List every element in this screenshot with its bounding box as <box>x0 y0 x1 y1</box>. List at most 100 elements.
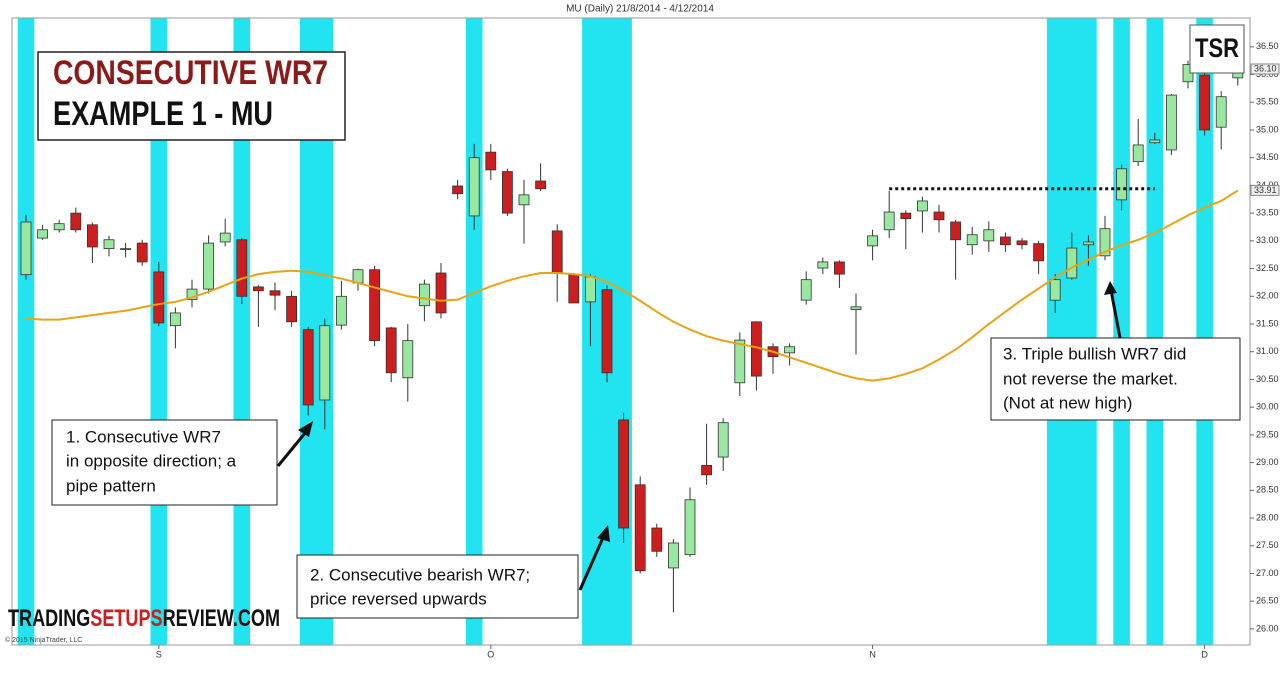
candle-body <box>153 271 165 324</box>
x-tick-label: S <box>156 649 162 659</box>
candle-body <box>1099 228 1111 257</box>
candle-body <box>1033 243 1044 262</box>
y-tick-label: 28.00 <box>1256 512 1279 522</box>
candle-body <box>269 290 281 296</box>
candle-body <box>1049 279 1061 301</box>
candle-body <box>1083 241 1094 246</box>
candle-body <box>518 194 530 206</box>
candle-body <box>136 242 148 263</box>
y-tick-label: 36.50 <box>1256 41 1279 51</box>
logo-text: TSR <box>1195 33 1239 63</box>
candle-body <box>784 346 795 354</box>
annotation: 2. Consecutive bearish WR7; price revers… <box>296 525 610 619</box>
y-tick-label: 30.00 <box>1256 402 1279 412</box>
y-tick-label: 26.00 <box>1256 623 1279 633</box>
candle-body <box>601 289 613 374</box>
candle-body <box>186 288 198 301</box>
candle-body <box>203 242 215 290</box>
candle-body <box>169 312 181 327</box>
candle-body <box>236 239 248 297</box>
candle-body <box>1215 96 1227 128</box>
y-tick-label: 26.50 <box>1256 596 1279 606</box>
candle-body <box>319 325 331 401</box>
candle-body <box>352 269 364 284</box>
y-tick-label: 34.00 <box>1256 180 1279 190</box>
annotation-box <box>296 554 579 619</box>
wr7-highlight <box>17 18 35 645</box>
candle-body <box>551 230 563 274</box>
candle-body <box>585 276 596 303</box>
heading-line: CONSECUTIVE WR7 <box>53 54 328 92</box>
wr7-highlight <box>1046 18 1097 645</box>
annotation-text: (Not at new high) <box>1003 393 1132 412</box>
heading-box: CONSECUTIVE WR7 EXAMPLE 1 - MU <box>37 51 346 141</box>
annotation: 1. Consecutive WR7 in opposite direction… <box>51 419 313 506</box>
candle-body <box>369 269 381 342</box>
candle-body <box>1166 94 1177 151</box>
candle-body <box>1132 144 1144 162</box>
candle-body <box>335 295 347 326</box>
y-tick-label: 35.50 <box>1256 97 1279 107</box>
candle-body <box>867 235 878 247</box>
annotation-text: pipe pattern <box>66 476 156 495</box>
annotation-text: not reverse the market. <box>1003 369 1178 388</box>
candle-body <box>252 286 264 292</box>
candle-body <box>900 212 912 220</box>
wr7-highlight <box>1146 18 1164 645</box>
logo: TSR <box>1189 24 1245 74</box>
price-marker <box>1250 184 1280 196</box>
candle-body <box>70 212 82 231</box>
candle-body <box>568 273 580 304</box>
candle-body <box>120 248 131 251</box>
candle-body <box>435 272 447 314</box>
heading-line: EXAMPLE 1 - MU <box>53 95 273 133</box>
wr7-highlight <box>465 18 483 645</box>
wr7-highlight <box>1196 18 1213 645</box>
x-tick-label: N <box>869 649 876 659</box>
chart-title: MU (Daily) 21/8/2014 - 4/12/2014 <box>566 4 714 15</box>
y-tick-label: 31.50 <box>1256 318 1279 328</box>
candle-body <box>87 224 98 248</box>
y-tick-label: 32.00 <box>1256 291 1279 301</box>
candle-body <box>286 295 298 323</box>
price-marker <box>1250 63 1280 75</box>
candle-body <box>817 261 829 269</box>
candle-body <box>634 484 646 572</box>
candle-body <box>20 221 32 276</box>
candle-body <box>385 327 397 374</box>
price-marker-label: 33.91 <box>1254 185 1277 195</box>
candle-body <box>103 239 115 250</box>
copyright: © 2015 NinjaTrader, LLC <box>5 636 82 644</box>
y-tick-label: 33.00 <box>1256 235 1279 245</box>
y-tick-label: 34.50 <box>1256 152 1279 162</box>
arrow-head <box>1104 281 1117 295</box>
wr7-highlight <box>1113 18 1130 645</box>
candle-body <box>1066 247 1078 279</box>
annotation-text: price reversed upwards <box>310 589 487 608</box>
y-tick-label: 28.50 <box>1256 485 1279 495</box>
candle-body <box>850 306 862 311</box>
brand: TRADINGSETUPSREVIEW.COM <box>8 605 280 632</box>
candle-body <box>302 329 314 406</box>
plot-frame <box>11 17 1251 646</box>
candle-body <box>717 422 729 458</box>
brand-part: REVIEW.COM <box>163 605 280 632</box>
candle-body <box>950 221 961 241</box>
candle-body <box>535 180 546 190</box>
annotation: 3. Triple bullish WR7 did not reverse th… <box>990 281 1241 421</box>
candle-body <box>53 223 65 231</box>
candle-body <box>800 279 812 301</box>
candle-body <box>1199 74 1210 131</box>
y-tick-label: 29.50 <box>1256 429 1279 439</box>
moving-average <box>25 189 1239 382</box>
annotation-text: 1. Consecutive WR7 <box>66 427 221 446</box>
annotation-box <box>51 419 278 506</box>
candle-body <box>1116 168 1127 201</box>
y-tick-label: 33.50 <box>1256 208 1279 218</box>
annotation-text: in opposite direction; a <box>66 451 237 470</box>
candle-body <box>618 419 629 529</box>
candle-body <box>485 151 497 171</box>
candle-body <box>983 229 995 242</box>
brand-part: TRADING <box>8 605 90 632</box>
